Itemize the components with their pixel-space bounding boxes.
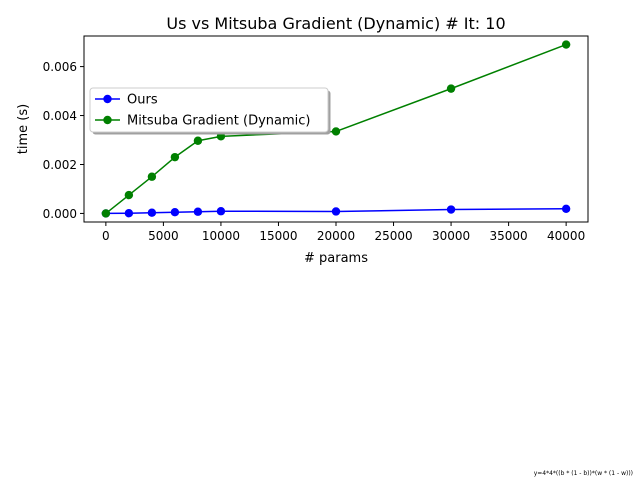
- x-axis: 0 5000 10000 15000 20000 25000 30000 35000 40000: [102, 222, 585, 243]
- data-point: [170, 152, 180, 162]
- legend: Ours Mitsuba Gradient (Dynamic): [89, 87, 331, 135]
- series-layer: [101, 40, 571, 218]
- legend-marker: [103, 115, 112, 125]
- data-point: [446, 84, 456, 93]
- data-point: [561, 204, 571, 213]
- legend-box: [89, 87, 329, 133]
- axes-frame: [83, 35, 589, 223]
- x-tick-label: 40000: [547, 229, 585, 243]
- legend-item: Ours: [95, 93, 158, 108]
- x-tick-label: 10000: [202, 229, 240, 243]
- x-tick-label: 25000: [374, 229, 412, 243]
- x-tick-label: 15000: [259, 229, 297, 243]
- data-point: [331, 207, 341, 216]
- chart-title: Us vs Mitsuba Gradient (Dynamic) # It: 1…: [166, 14, 505, 33]
- x-axis-label: # params: [304, 251, 368, 266]
- data-point: [216, 207, 226, 216]
- data-point: [124, 208, 134, 218]
- x-tick-label: 20000: [317, 229, 355, 243]
- data-point: [124, 190, 134, 200]
- data-point: [101, 209, 111, 218]
- series-2: [101, 40, 571, 218]
- y-tick-label: 0.002: [43, 158, 77, 172]
- x-tick-label: 5000: [148, 229, 179, 243]
- y-axis: 0.000 0.002 0.004 0.006: [43, 60, 84, 221]
- data-point: [446, 205, 456, 214]
- x-tick-label: 0: [102, 229, 110, 243]
- y-axis-label: time (s): [16, 104, 31, 154]
- data-point: [193, 207, 203, 216]
- legend-label: Mitsuba Gradient (Dynamic): [127, 114, 310, 129]
- data-point: [147, 208, 157, 217]
- y-tick-label: 0.006: [43, 60, 77, 74]
- y-tick-label: 0.004: [43, 109, 77, 123]
- data-point: [331, 127, 341, 136]
- footnote: y=4*4*((b * (1 - b))*(w * (1 - w))): [534, 470, 633, 477]
- legend-label: Ours: [127, 93, 158, 108]
- data-point: [147, 172, 157, 181]
- legend-marker: [103, 94, 112, 104]
- axes-border: [83, 35, 589, 223]
- y-tick-label: 0.000: [43, 207, 77, 221]
- x-tick-label: 30000: [432, 229, 470, 243]
- x-tick-label: 35000: [490, 229, 528, 243]
- legend-item: Mitsuba Gradient (Dynamic): [95, 114, 310, 129]
- data-point: [170, 208, 180, 217]
- data-point: [193, 136, 203, 145]
- data-point: [561, 40, 571, 49]
